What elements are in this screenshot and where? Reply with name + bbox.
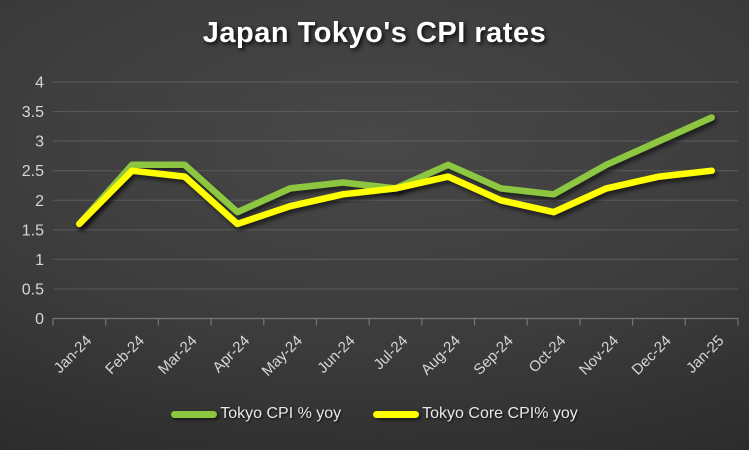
- y-axis-tick-label: 3: [35, 134, 44, 151]
- legend-item-tokyo-cpi: Tokyo CPI % yoy: [171, 405, 341, 423]
- y-axis-tick-label: 2: [35, 193, 44, 210]
- series-line-tokyo-core-cpi: [76, 167, 715, 228]
- legend-line-swatch-tokyo-cpi: [171, 410, 218, 418]
- y-axis-tick-label: 1.5: [22, 222, 44, 239]
- x-axis-tick-label: May-24: [259, 332, 306, 379]
- x-axis-tick-label: Oct-24: [526, 332, 570, 376]
- y-axis-tick-label: 0.5: [22, 281, 44, 298]
- x-axis-tick-label: Aug-24: [418, 332, 464, 378]
- x-axis-tick-label: Jan-25: [683, 332, 727, 376]
- y-axis-tick-label: 1: [35, 252, 44, 269]
- legend-label-tokyo-core-cpi: Tokyo Core CPI% yoy: [422, 405, 578, 422]
- y-axis-tick-label: 4: [35, 75, 44, 92]
- x-axis-tick-label: Dec-24: [629, 332, 675, 378]
- chart-title: Japan Tokyo's CPI rates: [202, 17, 547, 49]
- x-axis-tick-label: Jan-24: [51, 332, 95, 376]
- y-axis-tick-label: 0: [35, 311, 44, 328]
- x-axis-tick-label: Jul-24: [370, 332, 411, 373]
- x-axis-tick-label: Jun-24: [314, 332, 358, 376]
- chart-legend: Tokyo CPI % yoy Tokyo Core CPI% yoy: [0, 405, 749, 423]
- x-axis-tick-label: Feb-24: [102, 332, 148, 378]
- x-axis-tick-label: Mar-24: [155, 332, 201, 378]
- y-axis-tick-label: 2.5: [22, 163, 44, 180]
- y-axis-tick-label: 3.5: [22, 104, 44, 121]
- x-axis-tick-label: Nov-24: [576, 332, 622, 378]
- legend-item-tokyo-core-cpi: Tokyo Core CPI% yoy: [373, 405, 578, 423]
- x-axis-tick-label: Apr-24: [209, 332, 253, 376]
- legend-line-swatch-tokyo-core-cpi: [373, 410, 420, 418]
- legend-label-tokyo-cpi: Tokyo CPI % yoy: [220, 405, 342, 422]
- x-axis-tick-label: Sep-24: [470, 332, 516, 378]
